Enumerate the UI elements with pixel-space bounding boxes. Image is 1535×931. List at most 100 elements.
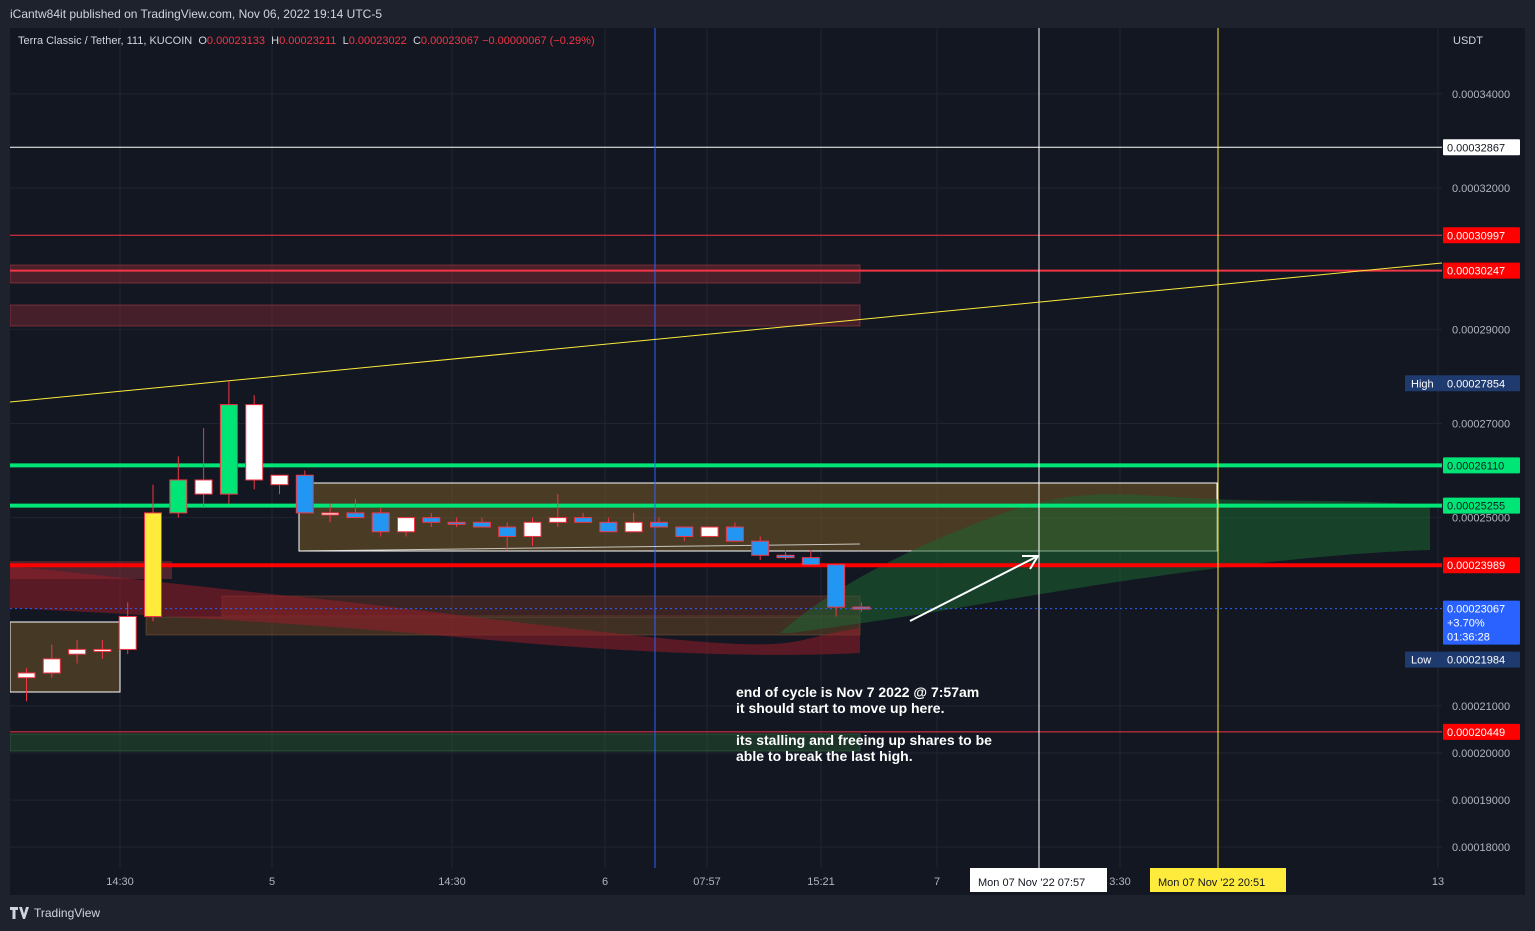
tradingview-logo[interactable]: TradingView [10, 906, 100, 920]
price-label: 0.00023989 [1447, 560, 1505, 572]
price-label-bg [1443, 457, 1520, 474]
candle-body [827, 564, 846, 608]
candle-body [270, 474, 289, 486]
red-cloud [10, 566, 860, 655]
tradingview-icon [10, 907, 29, 919]
price-tag: Low [1411, 655, 1431, 667]
price-label: 0.00026110 [1447, 460, 1504, 472]
trend-line [10, 262, 1443, 403]
low-value: 0.00023022 [348, 35, 407, 47]
high-label: H [271, 35, 280, 47]
price-label: 0.00023067 [1447, 604, 1505, 616]
brand-name: TradingView [34, 906, 101, 920]
candle-body [93, 648, 112, 652]
annotation-line-1: end of cycle is Nov 7 2022 @ 7:57am [736, 684, 980, 700]
date-label: Mon 07 Nov '22 20:51 [1158, 877, 1265, 889]
open-value: 0.00023133 [206, 35, 266, 47]
price-chart[interactable]: USDT 0.00034000 0.00032000 0.00029000 0.0002… [10, 28, 1525, 895]
price-label-bg [1443, 262, 1520, 279]
candle-body [397, 517, 415, 533]
candle-body [852, 606, 871, 610]
price-tick: 0.00020000 [1452, 748, 1510, 760]
price-label: 0.00030997 [1447, 230, 1505, 242]
price-label-countdown: 01:36:28 [1447, 632, 1490, 644]
price-tick: 0.00029000 [1452, 324, 1510, 336]
candles [17, 381, 871, 702]
candle-body [599, 521, 618, 533]
candle-body [650, 521, 668, 528]
price-tag: High [1411, 378, 1434, 390]
price-label: 0.00020449 [1447, 727, 1505, 739]
price-label: 0.00027854 [1447, 378, 1505, 390]
symbol-legend: Terra Classic / Tether, 111, KUCOIN O0.0… [18, 35, 595, 47]
arrow-head [1022, 555, 1040, 570]
time-tick: 6 [602, 876, 608, 888]
candle-body [675, 526, 694, 537]
currency-label: USDT [1453, 35, 1483, 47]
publisher-text: iCantw84it published on TradingView.com,… [10, 7, 382, 21]
candle-body [346, 512, 365, 519]
candle-body [498, 526, 517, 537]
date-label-bg [970, 868, 1107, 892]
time-tick: 14:30 [438, 876, 466, 888]
demand-zone [10, 733, 861, 752]
price-label: 0.00025255 [1447, 501, 1505, 513]
candle-body [245, 404, 264, 481]
price-tag-bg [1405, 651, 1443, 668]
price-tick: 0.00018000 [1452, 842, 1510, 854]
candle-body [523, 521, 542, 537]
candle-body [700, 526, 719, 537]
candle-body [42, 658, 61, 674]
forecast-arrow [909, 556, 1037, 622]
annotation-line-2: it should start to move up here. [736, 700, 945, 716]
candle-body [472, 521, 491, 528]
time-tick: 07:57 [693, 876, 721, 888]
candle-body [144, 512, 162, 617]
chart-area[interactable]: USDT 0.00034000 0.00032000 0.00029000 0.0002… [10, 28, 1525, 895]
close-value: 0.00023067 [420, 35, 480, 47]
range-box-left [10, 621, 121, 693]
time-tick: 3:30 [1109, 876, 1130, 888]
candle-body [447, 521, 466, 525]
price-tick: 0.00021000 [1452, 701, 1510, 713]
time-tick: 5 [269, 876, 275, 888]
price-label-bg [1443, 497, 1520, 514]
price-label-bg [1443, 375, 1520, 392]
candle-body [68, 648, 87, 655]
candle-body [801, 557, 820, 566]
price-tick: 0.00027000 [1452, 418, 1510, 430]
supply-zone-1 [10, 264, 861, 284]
candle-body [422, 517, 441, 523]
candle-body [321, 512, 340, 516]
candle-body [725, 526, 744, 542]
price-tick: 0.00032000 [1452, 183, 1510, 195]
price-tick: 0.00034000 [1452, 89, 1510, 101]
candle-body [169, 479, 188, 514]
price-tick: 0.00019000 [1452, 795, 1510, 807]
time-axis: 14:30 5 14:30 6 07:57 15:21 7 3:30 13 Mon 07 Nov … [10, 868, 1525, 895]
candle-body [751, 540, 770, 556]
high-value: 0.00023211 [279, 35, 337, 47]
candle-body [295, 474, 314, 514]
open-label: O [198, 35, 207, 47]
price-axis: USDT 0.00034000 0.00032000 0.00029000 0.0002… [1405, 28, 1525, 895]
price-label-bg [1443, 227, 1520, 244]
time-tick: 14:30 [106, 876, 134, 888]
close-label: C [412, 35, 421, 47]
price-label-bg [1443, 651, 1520, 668]
candle-body [776, 554, 795, 559]
price-label-bg [1443, 557, 1520, 574]
candle-body [118, 615, 137, 650]
annotation-line-4: able to break the last high. [736, 748, 913, 764]
low-label: L [342, 35, 349, 47]
candle-body [548, 517, 567, 523]
price-label-bg [1443, 723, 1520, 740]
candle-body [17, 672, 36, 679]
candle-body [194, 479, 213, 495]
supply-zone-2 [10, 304, 861, 327]
date-label-bg [1150, 868, 1286, 892]
price-label-bg [1443, 600, 1520, 645]
change-value: −0.00000067 (−0.29%) [482, 35, 595, 47]
candle-body [219, 404, 238, 495]
time-tick: 13 [1432, 876, 1444, 888]
